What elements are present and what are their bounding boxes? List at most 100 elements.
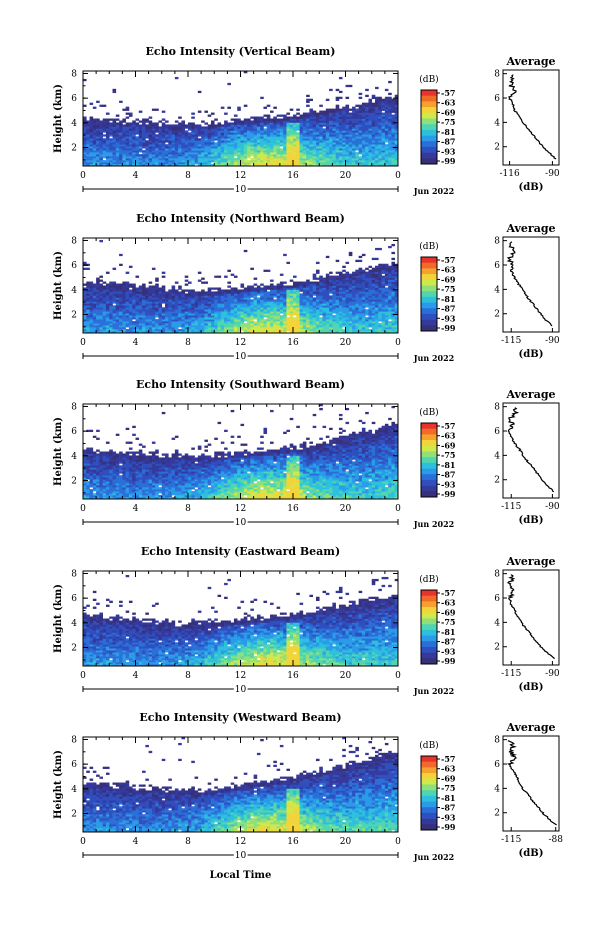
echo-cell — [89, 154, 94, 157]
echo-cell — [240, 301, 245, 304]
echo-cell — [368, 100, 373, 103]
echo-cell — [201, 162, 205, 165]
echo-cell — [125, 150, 130, 153]
echo-cell — [171, 297, 176, 300]
echo-cell — [168, 124, 172, 127]
echo-cell — [191, 138, 195, 141]
echo-cell — [109, 148, 113, 151]
echo-cell — [191, 291, 195, 294]
echo-cell — [256, 122, 261, 125]
echo-cell — [145, 140, 149, 143]
echo-cell — [135, 140, 140, 143]
echo-cell — [329, 142, 333, 145]
echo-cell — [338, 134, 343, 137]
echo-cell — [266, 134, 271, 137]
echo-cell — [132, 297, 136, 300]
echo-cell — [237, 140, 241, 143]
echo-cell — [142, 122, 146, 125]
echo-cell — [319, 126, 323, 129]
echo-cell — [375, 140, 379, 143]
echo-cell — [230, 317, 235, 320]
echo-cell — [171, 287, 176, 290]
echo-cell — [115, 140, 120, 143]
echo-cell — [289, 126, 294, 129]
echo-cell — [240, 154, 245, 157]
echo-cell — [237, 158, 241, 161]
echo-cell — [128, 283, 133, 286]
echo-cell — [217, 309, 222, 312]
echo-cell — [214, 158, 218, 161]
echo-cell — [158, 295, 163, 298]
echo-cell — [253, 158, 258, 161]
echo-cell — [273, 287, 277, 290]
echo-cell — [145, 160, 149, 163]
echo-cell — [197, 132, 202, 135]
echo-cell — [92, 307, 97, 310]
echo-cell — [338, 120, 343, 123]
echo-cell — [240, 146, 245, 149]
echo-cell — [128, 319, 133, 322]
echo-cell — [332, 118, 336, 121]
echo-cell — [365, 285, 369, 288]
echo-cell — [214, 331, 218, 334]
echo-cell — [276, 144, 281, 147]
echo-cell — [250, 325, 254, 328]
echo-cell — [388, 158, 392, 161]
echo-cell — [155, 295, 159, 298]
echo-cell — [361, 323, 366, 326]
echo-cell — [207, 319, 212, 322]
echo-cell — [361, 116, 366, 119]
echo-cell — [220, 311, 225, 314]
echo-cell — [322, 154, 327, 157]
echo-cell — [250, 134, 254, 137]
echo-cell — [197, 128, 202, 131]
echo-cell — [132, 128, 136, 131]
echo-cell — [214, 144, 218, 147]
echo-cell — [92, 299, 97, 302]
echo-cell — [312, 162, 317, 165]
echo-cell — [102, 126, 107, 129]
echo-cell — [273, 136, 277, 139]
echo-cell — [342, 309, 346, 312]
echo-cell — [92, 138, 97, 141]
echo-cell — [358, 279, 363, 282]
echo-cell — [270, 136, 274, 139]
echo-cell — [194, 130, 199, 133]
echo-cell — [378, 311, 382, 314]
echo-cell — [86, 124, 90, 127]
echo-cell — [270, 329, 274, 332]
echo-cell — [233, 319, 238, 322]
echo-cell — [96, 150, 100, 153]
echo-cell — [260, 132, 264, 135]
echo-cell — [217, 148, 222, 151]
echo-cell — [329, 295, 333, 298]
echo-cell — [309, 301, 313, 304]
echo-cell — [201, 156, 205, 159]
echo-cell — [138, 301, 143, 304]
echo-cell — [178, 124, 182, 127]
echo-cell — [204, 325, 208, 328]
echo-cell — [142, 160, 146, 163]
echo-cell — [332, 122, 336, 125]
echo-cell — [319, 142, 323, 145]
echo-cell — [122, 331, 126, 334]
echo-cell — [197, 158, 202, 161]
echo-cell — [365, 325, 369, 328]
echo-cell — [230, 134, 235, 137]
echo-cell — [358, 273, 363, 276]
echo-cell — [384, 112, 389, 115]
echo-cell — [145, 303, 149, 306]
echo-cell — [145, 162, 149, 165]
echo-cell — [361, 156, 366, 159]
echo-cell — [83, 78, 87, 82]
echo-cell — [155, 283, 159, 286]
echo-cell — [142, 152, 146, 155]
echo-cell — [348, 152, 353, 155]
echo-cell — [89, 297, 94, 300]
echo-cell — [322, 122, 327, 125]
echo-cell — [220, 132, 225, 135]
echo-cell — [319, 279, 323, 282]
echo-cell — [168, 327, 172, 330]
average-frame — [502, 69, 560, 166]
echo-cell — [201, 148, 205, 151]
